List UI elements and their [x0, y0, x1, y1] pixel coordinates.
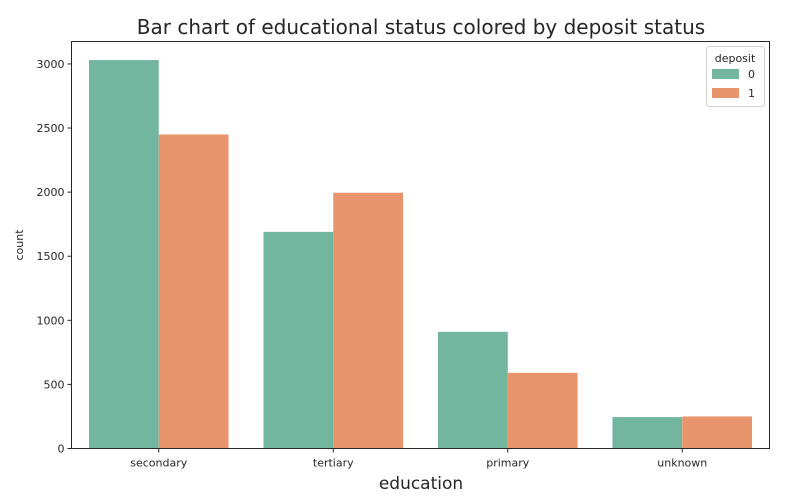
legend-swatch-0 — [712, 69, 739, 79]
y-axis-label: count — [13, 229, 26, 261]
legend-label-1: 1 — [748, 87, 755, 100]
plot-frame — [71, 41, 770, 449]
bar-unknown-deposit-0 — [612, 417, 683, 449]
bars-group — [88, 60, 753, 449]
bar-unknown-deposit-1 — [682, 416, 753, 449]
x-tick-label-secondary: secondary — [130, 457, 187, 470]
bar-secondary-deposit-1 — [158, 134, 229, 449]
y-tick-label-3000: 3000 — [37, 58, 65, 71]
legend-title: deposit — [715, 52, 756, 65]
bar-primary-deposit-1 — [507, 372, 578, 449]
x-tick-label-unknown: unknown — [657, 457, 707, 470]
x-axis-label: education — [379, 474, 463, 494]
y-tick-label-1500: 1500 — [37, 250, 65, 263]
legend-swatch-1 — [712, 88, 739, 98]
legend: deposit 0 1 — [706, 46, 765, 107]
bar-tertiary-deposit-1 — [333, 192, 404, 449]
x-axis: secondary tertiary primary unknown — [130, 448, 707, 470]
x-tick-label-tertiary: tertiary — [313, 457, 354, 470]
bar-tertiary-deposit-0 — [263, 231, 334, 449]
bar-secondary-deposit-0 — [88, 60, 159, 449]
y-tick-label-2000: 2000 — [37, 186, 65, 199]
y-tick-label-0: 0 — [58, 443, 65, 456]
y-tick-label-1000: 1000 — [37, 314, 65, 327]
y-axis: 0 500 1000 1500 2000 2500 3000 — [37, 58, 72, 456]
y-tick-label-2500: 2500 — [37, 122, 65, 135]
x-tick-label-primary: primary — [486, 457, 530, 470]
bar-primary-deposit-0 — [437, 331, 508, 449]
y-tick-label-500: 500 — [44, 378, 65, 391]
legend-label-0: 0 — [748, 68, 755, 81]
chart-title: Bar chart of educational status colored … — [137, 15, 705, 39]
